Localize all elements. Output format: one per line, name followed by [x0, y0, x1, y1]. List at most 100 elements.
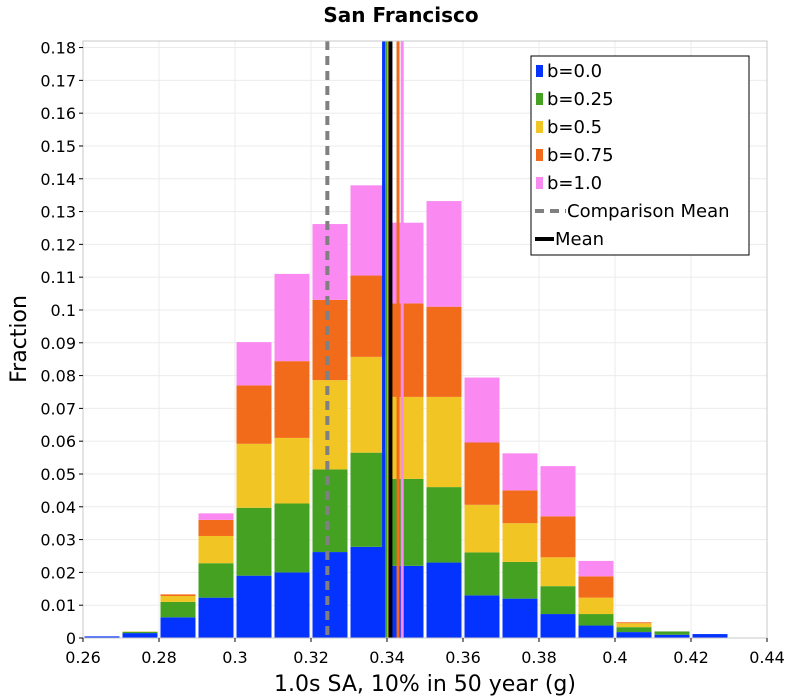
bar-segment-b-1-0 — [350, 185, 386, 276]
y-tick-label: 0.1 — [51, 301, 76, 320]
legend-box — [530, 55, 750, 256]
y-tick-label: 0.17 — [40, 71, 76, 90]
bar-segment-b-0-5 — [578, 597, 614, 615]
y-tick-label: 0.01 — [40, 596, 76, 615]
bar-segment-b-0-5 — [160, 596, 196, 602]
legend-swatch-b-0-75 — [536, 149, 543, 161]
bar-segment-b-1-0 — [540, 466, 576, 517]
bar-segment-b-1-0 — [464, 377, 500, 443]
y-tick-label: 0.08 — [40, 367, 76, 386]
y-tick-label: 0.05 — [40, 465, 76, 484]
legend-label-b-0-75: b=0.75 — [547, 145, 614, 166]
bar-segment-b-1-0 — [198, 513, 234, 520]
stacked-bars — [84, 185, 728, 638]
y-tick-label: 0.14 — [40, 170, 76, 189]
legend-label-b-1-0: b=1.0 — [547, 173, 602, 194]
bar-segment-b-0-75 — [274, 361, 310, 438]
bar-segment-b-0-0 — [540, 614, 576, 638]
bar-segment-b-0-25 — [160, 601, 196, 618]
bar-segment-b-0-75 — [502, 490, 538, 524]
bar-segment-b-0-0 — [160, 617, 196, 638]
y-tick-label: 0.18 — [40, 39, 76, 58]
legend: b=0.0 b=0.25 b=0.5 b=0.75 b=1.0 Comparison Me… — [530, 55, 750, 256]
bar-segment-b-1-0 — [578, 560, 614, 577]
bar-segment-b-0-0 — [274, 572, 310, 638]
bar-segment-b-0-75 — [312, 299, 348, 381]
bar-segment-b-0-0 — [502, 598, 538, 638]
bar-segment-b-0-25 — [464, 552, 500, 596]
legend-label-mean: Mean — [555, 229, 604, 250]
bar-segment-b-0-0 — [122, 633, 158, 638]
y-tick-label: 0.16 — [40, 104, 76, 123]
y-tick-label: 0.15 — [40, 137, 76, 156]
legend-swatch-b-1-0 — [536, 177, 543, 189]
bar-segment-b-0-25 — [426, 487, 462, 563]
bar-segment-b-0-25 — [502, 561, 538, 599]
legend-label-b-0-5: b=0.5 — [547, 117, 602, 138]
bar-segment-b-0-75 — [540, 516, 576, 558]
bar-segment-b-0-25 — [236, 507, 272, 576]
chart-title: San Francisco — [323, 3, 478, 27]
bar-segment-b-0-5 — [274, 437, 310, 504]
bar-segment-b-0-0 — [198, 597, 234, 638]
bar-segment-b-0-5 — [540, 557, 576, 587]
bar-segment-b-0-75 — [160, 594, 196, 597]
bar-segment-b-0-5 — [236, 443, 272, 508]
legend-label-b-0-0: b=0.0 — [547, 61, 602, 82]
bar-segment-b-0-0 — [236, 575, 272, 638]
bar-segment-b-0-25 — [540, 586, 576, 615]
y-tick-label: 0.11 — [40, 268, 76, 287]
y-tick-label: 0.12 — [40, 235, 76, 254]
y-tick-label: 0.13 — [40, 203, 76, 222]
bar-segment-b-1-0 — [426, 201, 462, 307]
bar-segment-b-0-5 — [198, 535, 234, 564]
bar-segment-b-0-75 — [578, 576, 614, 598]
bar-segment-b-0-0 — [426, 562, 462, 638]
legend-label-b-0-25: b=0.25 — [547, 89, 614, 110]
legend-swatch-b-0-0 — [536, 65, 543, 77]
bar-segment-b-0-75 — [426, 306, 462, 397]
bar-segment-b-0-25 — [198, 563, 234, 598]
bar-segment-b-0-5 — [502, 523, 538, 562]
y-axis-ticks: 0 0.01 0.02 0.03 0.04 0.05 0.06 0.07 0.08 0.09 0.1… — [40, 39, 83, 648]
bar-segment-b-0-5 — [464, 504, 500, 553]
x-tick-label: 0.44 — [749, 648, 785, 667]
bar-segment-b-0-0 — [464, 595, 500, 638]
bar-segment-b-0-0 — [616, 632, 652, 638]
x-tick-label: 0.42 — [673, 648, 709, 667]
bar-segment-b-0-5 — [388, 396, 424, 479]
y-tick-label: 0.06 — [40, 432, 76, 451]
legend-label-comparison-mean: Comparison Mean — [567, 201, 730, 222]
x-tick-label: 0.34 — [369, 648, 405, 667]
bar-segment-b-0-5 — [426, 396, 462, 488]
bar-segment-b-1-0 — [274, 273, 310, 362]
plot-frame — [82, 40, 768, 639]
y-tick-label: 0.02 — [40, 563, 76, 582]
bar-segment-b-1-0 — [236, 342, 272, 386]
y-tick-label: 0 — [66, 629, 76, 648]
legend-swatch-b-0-5 — [536, 121, 543, 133]
bar-segment-b-0-0 — [312, 552, 348, 638]
y-tick-label: 0.09 — [40, 334, 76, 353]
y-tick-label: 0.03 — [40, 531, 76, 550]
y-tick-label: 0.04 — [40, 498, 76, 517]
x-axis-ticks: 0.26 0.28 0.3 0.32 0.34 0.36 0.38 0.4 0.42 0.44 — [65, 638, 785, 667]
x-tick-label: 0.4 — [602, 648, 627, 667]
bar-segment-b-0-0 — [692, 634, 728, 638]
legend-swatch-b-0-25 — [536, 93, 543, 105]
x-tick-label: 0.26 — [65, 648, 101, 667]
bar-segment-b-0-75 — [388, 303, 424, 397]
x-tick-label: 0.32 — [293, 648, 329, 667]
bar-segment-b-0-0 — [84, 636, 120, 638]
bar-segment-b-0-25 — [350, 452, 386, 547]
bar-segment-b-0-25 — [654, 631, 690, 635]
bar-segment-b-0-25 — [388, 478, 424, 566]
bar-segment-b-0-5 — [616, 623, 652, 628]
x-tick-label: 0.38 — [521, 648, 557, 667]
x-tick-label: 0.28 — [141, 648, 177, 667]
bar-segment-b-0-5 — [350, 356, 386, 453]
bar-segment-b-0-25 — [616, 627, 652, 633]
bar-segment-b-1-0 — [502, 453, 538, 491]
bar-segment-b-0-0 — [654, 634, 690, 638]
bar-segment-b-0-0 — [350, 546, 386, 638]
